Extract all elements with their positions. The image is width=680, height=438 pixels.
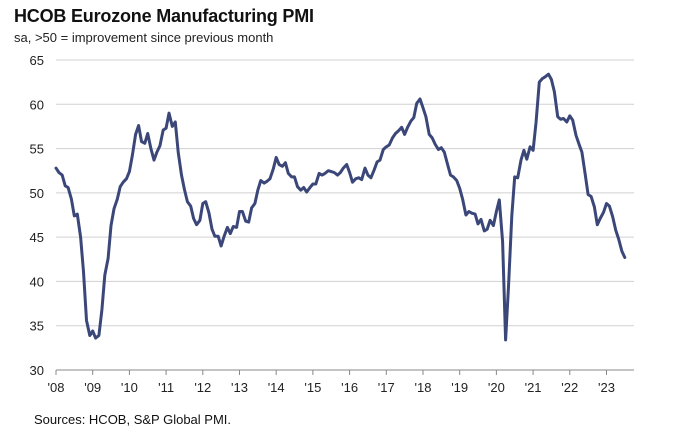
y-tick-label: 50: [30, 186, 44, 201]
series-group: [54, 72, 627, 342]
x-tick-label: '14: [268, 380, 285, 395]
chart-title: HCOB Eurozone Manufacturing PMI: [14, 6, 314, 26]
x-tick-label: '22: [561, 380, 578, 395]
x-tick-label: '09: [84, 380, 101, 395]
y-tick-label: 45: [30, 230, 44, 245]
y-tick-label: 65: [30, 53, 44, 68]
x-tick-label: '18: [415, 380, 432, 395]
x-tick-label: '13: [231, 380, 248, 395]
x-tick-label: '20: [488, 380, 505, 395]
y-tick-label: 40: [30, 274, 44, 289]
gridlines: [56, 59, 634, 371]
x-tick-label: '10: [121, 380, 138, 395]
x-tick-label: '11: [158, 380, 174, 395]
pmi-series-line: [54, 72, 627, 342]
x-tick-label: '08: [48, 380, 65, 395]
y-tick-label: 60: [30, 97, 44, 112]
x-tick-label: '23: [598, 380, 615, 395]
chart-subtitle: sa, >50 = improvement since previous mon…: [14, 30, 274, 45]
x-tick-label: '21: [525, 380, 542, 395]
x-tick-label: '12: [194, 380, 211, 395]
y-axis: 30 35 40 45 50 55 60 65: [30, 53, 44, 378]
y-tick-label: 35: [30, 319, 44, 334]
x-tick-label: '17: [378, 380, 395, 395]
x-tick-label: '19: [451, 380, 468, 395]
source-note: Sources: HCOB, S&P Global PMI.: [34, 412, 231, 427]
x-axis: '08 '09 '10 '11 '12 '13 '14 '15 '16 '17 '18 '19 '20 '…: [48, 370, 615, 395]
y-tick-label: 55: [30, 142, 44, 157]
x-tick-label: '15: [304, 380, 321, 395]
x-tick-label: '16: [341, 380, 358, 395]
y-tick-label: 30: [30, 363, 44, 378]
